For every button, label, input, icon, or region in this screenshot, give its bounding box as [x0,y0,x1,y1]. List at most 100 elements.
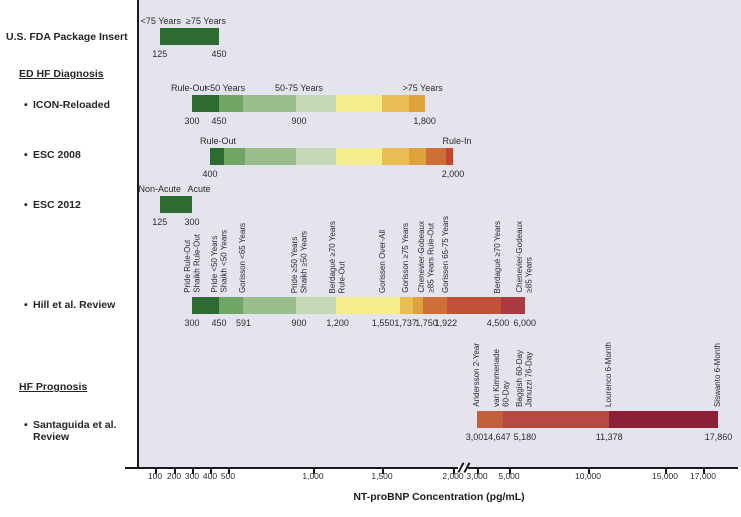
x-axis-tick [382,469,384,474]
hill-et-al-review-cutoff-label: Pride <50 Years Shaikh <50 Years [210,230,229,293]
icon-reloaded-range-label: <50 Years [204,83,246,93]
side-label-item: ESC 2012 [24,199,81,211]
x-axis-tick [313,469,315,474]
y-axis-line [137,0,139,468]
esc-2008-cutoff-value: 2,000 [441,169,465,179]
hill-et-al-review-bar-segment [336,297,401,314]
hill-et-al-review-cutoff-value: 591 [235,318,251,328]
fda-package-insert-cutoff-value: 125 [152,49,168,59]
side-label-item: Santaguida et al. Review [24,419,116,443]
x-axis-tick [228,469,230,474]
x-axis-tick-label: 1,500 [371,471,393,481]
esc-2008-bar-segment [336,148,382,165]
x-axis-tick-label: 5,000 [498,471,520,481]
icon-reloaded-range-label: Rule-Out [170,83,208,93]
hill-et-al-review-bar-segment [413,297,424,314]
x-axis-tick-label: 3,000 [466,471,488,481]
santaguida-et-al-review-cutoff-label: van Kimmenade 60-Day [492,349,511,407]
santaguida-et-al-review-bar-segment [609,411,719,428]
x-axis-tick [665,469,667,474]
x-axis-line [125,467,738,469]
x-axis-tick-label: 1,000 [302,471,324,481]
x-axis-tick-label: 100 [147,471,163,481]
santaguida-et-al-review-cutoff-label: Siswanto 6-Month [713,343,722,408]
hill-et-al-review-cutoff-label: Chenevier-Gobeaux ≥85 Years Rule-Out [417,221,436,293]
esc-2008-bar-segment [210,148,225,165]
x-axis-tick [703,469,705,474]
hill-et-al-review-cutoff-value: 1,737 [394,318,417,328]
esc-2008-bar-segment [296,148,337,165]
esc-2008-cutoff-value: 400 [202,169,218,179]
x-axis-tick [453,469,455,474]
hill-et-al-review-bar-segment [296,297,337,314]
side-label-title: U.S. FDA Package Insert [6,31,128,43]
hill-et-al-review-bar-segment [446,297,501,314]
santaguida-et-al-review-cutoff-value: 17,860 [704,432,733,442]
fda-package-insert-cutoff-value: 450 [211,49,227,59]
x-axis-tick-label: 500 [220,471,236,481]
x-axis-tick-label: 400 [202,471,218,481]
hill-et-al-review-bar-segment [400,297,414,314]
side-label-item: Hill et al. Review [24,299,115,311]
hill-et-al-review-cutoff-value: 6,000 [513,318,537,328]
hill-et-al-review-cutoff-label: Pride Rule-Out Shaikh Rule-Out [183,234,202,293]
icon-reloaded-bar-segment [408,95,425,112]
esc-2012-range-label: Non-Acute [138,184,182,194]
hill-et-al-review-cutoff-value: 1,750 [415,318,438,328]
hill-et-al-review-cutoff-label: Gorissen 65-75 Years [441,216,450,293]
hill-et-al-review-cutoff-label: Gorisson <65 Years [238,223,247,294]
santaguida-et-al-review-cutoff-value: 5,180 [513,432,537,442]
x-axis-tick-label: 15,000 [652,471,678,481]
hill-et-al-review-cutoff-label: Gorissen Over-All [378,230,387,294]
hill-et-al-review-cutoff-value: 300 [184,318,200,328]
santaguida-et-al-review-bar-segment [503,411,610,428]
side-label-item: ICON-Reloaded [24,99,110,111]
plot-background [137,0,741,467]
esc-2008-range-label: Rule-Out [199,136,237,146]
x-axis-tick-label: 2,000 [442,471,464,481]
esc-2012-range-label: Acute [187,184,211,194]
x-axis-tick [509,469,511,474]
icon-reloaded-bar-segment [296,95,337,112]
icon-reloaded-cutoff-value: 900 [291,116,307,126]
x-axis-tick [477,469,479,474]
santaguida-et-al-review-cutoff-value: 11,378 [595,432,623,442]
santaguida-et-al-review-cutoff-value: 4,647 [488,432,511,442]
santaguida-et-al-review-cutoff-value: 3,001 [465,432,489,442]
icon-reloaded-bar-segment [243,95,296,112]
esc-2012-cutoff-value: 125 [152,217,168,227]
x-axis-tick-label: 10,000 [575,471,601,481]
esc-2008-bar-segment [408,148,426,165]
santaguida-et-al-review-cutoff-label: Baggish 60-Day Januzzi 76-Day [515,350,534,407]
esc-2008-bar-segment [245,148,296,165]
hill-et-al-review-bar-segment [243,297,296,314]
x-axis-title: NT-proBNP Concentration (pg/mL) [353,491,525,503]
hill-et-al-review-bar-segment [501,297,525,314]
icon-reloaded-range-label: >75 Years [402,83,443,93]
hill-et-al-review-cutoff-value: 1,200 [326,318,349,328]
esc-2008-bar-segment [426,148,446,165]
hill-et-al-review-cutoff-label: Pride ≥50 Years Shaikh ≥50 Years [290,231,309,294]
esc-2012-bar-segment [159,196,192,213]
hill-et-al-review-bar-segment [219,297,244,314]
icon-reloaded-bar-segment [219,95,244,112]
hill-et-al-review-cutoff-value: 4,500 [486,318,510,328]
icon-reloaded-cutoff-value: 1,800 [413,116,436,126]
x-axis-tick-label: 300 [184,471,200,481]
icon-reloaded-bar-segment [336,95,382,112]
x-axis-tick [210,469,212,474]
icon-reloaded-bar-segment [382,95,409,112]
hill-et-al-review-bar-segment [192,297,219,314]
hill-et-al-review-cutoff-value: 900 [291,318,307,328]
axis-break-gap [458,466,468,471]
x-axis-tick [174,469,176,474]
x-axis-tick [155,469,157,474]
fda-package-insert-bar-segment [159,28,219,45]
santaguida-et-al-review-cutoff-label: Andersson 2-Year [472,343,481,407]
esc-2008-bar-segment [224,148,245,165]
esc-2008-bar-segment [445,148,453,165]
hill-et-al-review-cutoff-label: Berdagué ≥70 Years [493,221,502,294]
icon-reloaded-cutoff-value: 300 [184,116,200,126]
santaguida-et-al-review-cutoff-label: Lourenco 6-Month [604,342,613,407]
